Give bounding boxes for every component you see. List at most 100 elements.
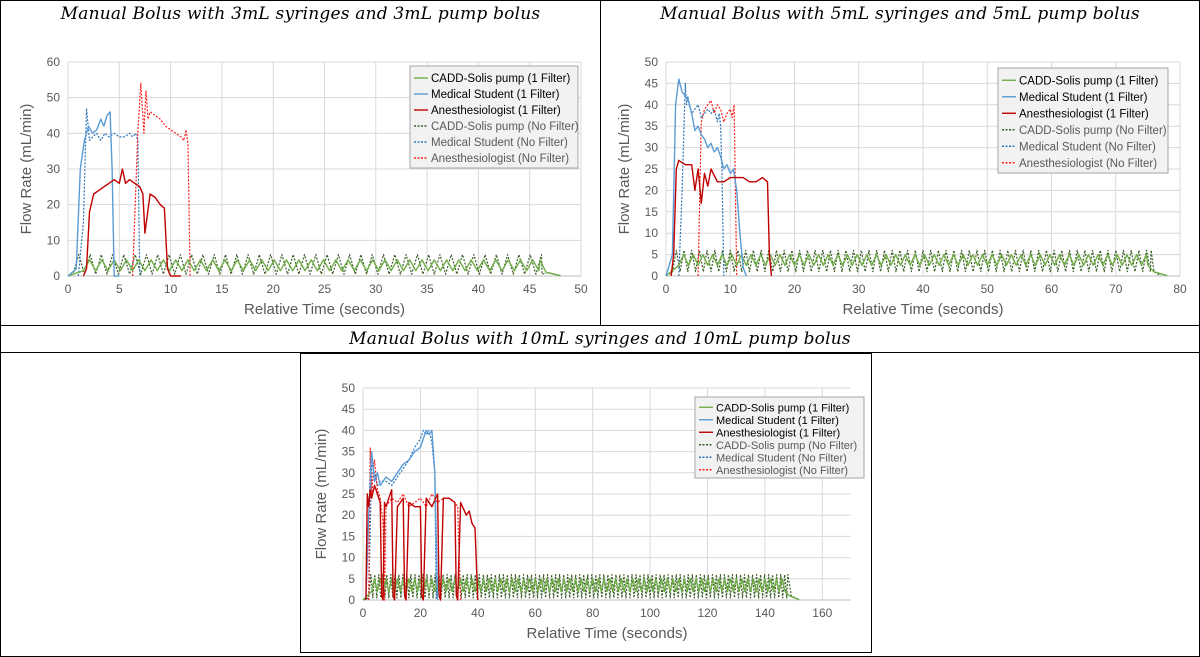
y-axis-label: Flow Rate (mL/min) bbox=[313, 429, 330, 560]
chart-10ml-box: 0 20 40 60 80 100 120 140 160 0 5 10 15 20 25 30 35 40 45 5… bbox=[300, 353, 872, 653]
y-tick-label: 20 bbox=[342, 508, 356, 522]
x-tick-label: 80 bbox=[1173, 282, 1187, 296]
x-tick-label: 30 bbox=[852, 282, 866, 296]
x-tick-label: 20 bbox=[414, 606, 428, 620]
x-tick-label: 0 bbox=[360, 606, 367, 620]
y-tick-label: 40 bbox=[645, 98, 659, 112]
x-tick-label: 40 bbox=[471, 606, 485, 620]
x-tick-label: 40 bbox=[472, 282, 486, 296]
y-tick-label: 50 bbox=[47, 91, 61, 105]
x-tick-label: 70 bbox=[1109, 282, 1123, 296]
y-tick-label: 15 bbox=[342, 529, 356, 543]
x-axis-label: Relative Time (seconds) bbox=[843, 301, 1004, 318]
x-tick-label: 160 bbox=[812, 606, 832, 620]
legend-label: Medical Student (No Filter) bbox=[716, 452, 847, 464]
series-line bbox=[82, 168, 181, 277]
y-tick-label: 25 bbox=[342, 487, 356, 501]
y-tick-label: 10 bbox=[342, 551, 356, 565]
legend-label: Medical Student (No Filter) bbox=[431, 137, 568, 149]
series-line bbox=[132, 82, 191, 277]
y-tick-label: 30 bbox=[645, 141, 659, 155]
series-line bbox=[365, 484, 479, 601]
y-tick-label: 25 bbox=[645, 162, 659, 176]
x-tick-label: 100 bbox=[640, 606, 660, 620]
y-tick-label: 30 bbox=[47, 162, 61, 176]
series-line bbox=[368, 429, 437, 601]
legend-box bbox=[997, 67, 1169, 174]
series-line bbox=[665, 78, 747, 277]
y-tick-label: 40 bbox=[342, 423, 356, 437]
y-tick-label: 5 bbox=[348, 572, 355, 586]
chart-5ml-box: 0 10 20 30 40 50 60 70 80 0 5 10 15 20 25 30 35 40 45 50 Rel… bbox=[602, 26, 1198, 324]
chart-3ml-box: 0 5 10 15 20 25 30 35 40 45 50 0 10 20 30 40 50 60 Relativ… bbox=[2, 26, 598, 324]
panel-top-left: Manual Bolus with 3mL syringes and 3mL p… bbox=[0, 0, 601, 326]
y-tick-label: 45 bbox=[645, 76, 659, 90]
chart-10ml: 0 20 40 60 80 100 120 140 160 0 5 10 15 20 25 30 35 40 45 5… bbox=[313, 381, 865, 642]
chart-title: Manual Bolus with 3mL syringes and 3mL p… bbox=[60, 4, 541, 24]
x-tick-label: 0 bbox=[65, 282, 72, 296]
y-tick-label: 50 bbox=[342, 381, 356, 395]
x-tick-label: 30 bbox=[369, 282, 383, 296]
x-axis-label: Relative Time (seconds) bbox=[527, 625, 688, 642]
x-tick-label: 0 bbox=[663, 282, 670, 296]
panel-top-right: Manual Bolus with 5mL syringes and 5mL p… bbox=[600, 0, 1200, 326]
y-tick-label: 45 bbox=[342, 402, 356, 416]
legend-label: CADD-Solis pump (1 Filter) bbox=[716, 402, 849, 414]
series-line bbox=[670, 159, 773, 277]
series-line bbox=[665, 249, 1162, 277]
chart-title: Manual Bolus with 5mL syringes and 5mL p… bbox=[660, 4, 1140, 24]
y-tick-label: 35 bbox=[645, 119, 659, 133]
panel-bottom: Manual Bolus with 10mL syringes and 10mL… bbox=[0, 325, 1200, 353]
legend-label: Anesthesiologist (No Filter) bbox=[716, 465, 848, 477]
legend-label: Anesthesiologist (1 Filter) bbox=[716, 427, 840, 439]
x-tick-label: 80 bbox=[586, 606, 600, 620]
y-tick-label: 40 bbox=[47, 126, 61, 140]
legend-label: CADD-Solis pump (1 Filter) bbox=[1019, 75, 1158, 87]
legend-label: Anesthesiologist (No Filter) bbox=[1019, 158, 1157, 170]
y-tick-label: 20 bbox=[47, 198, 61, 212]
x-tick-label: 25 bbox=[318, 282, 332, 296]
legend-label: Medical Student (No Filter) bbox=[1019, 141, 1156, 153]
y-tick-label: 0 bbox=[53, 269, 60, 283]
y-tick-label: 10 bbox=[645, 226, 659, 240]
y-tick-label: 5 bbox=[651, 248, 658, 262]
y-tick-label: 60 bbox=[47, 55, 61, 69]
series-line bbox=[665, 253, 1168, 277]
series-line bbox=[365, 429, 439, 601]
y-tick-label: 20 bbox=[645, 183, 659, 197]
legend-label: Medical Student (1 Filter) bbox=[716, 415, 839, 427]
series-line bbox=[678, 82, 725, 277]
legend-label: Medical Student (1 Filter) bbox=[1019, 92, 1148, 104]
x-tick-label: 60 bbox=[1045, 282, 1059, 296]
legend-label: CADD-Solis pump (1 Filter) bbox=[431, 73, 570, 85]
legend-label: Anesthesiologist (No Filter) bbox=[431, 153, 569, 165]
y-tick-label: 0 bbox=[348, 593, 355, 607]
chart-5ml: 0 10 20 30 40 50 60 70 80 0 5 10 15 20 25 30 35 40 45 50 Rel… bbox=[616, 55, 1187, 318]
x-tick-label: 20 bbox=[267, 282, 281, 296]
legend-box bbox=[409, 65, 579, 169]
legend-label: Medical Student (1 Filter) bbox=[431, 89, 560, 101]
x-tick-label: 50 bbox=[574, 282, 588, 296]
x-axis-label: Relative Time (seconds) bbox=[244, 301, 405, 318]
y-tick-label: 50 bbox=[645, 55, 659, 69]
legend-label: Anesthesiologist (1 Filter) bbox=[1019, 108, 1149, 120]
y-tick-label: 10 bbox=[47, 233, 61, 247]
legend-label: CADD-Solis pump (No Filter) bbox=[1019, 125, 1167, 137]
x-tick-label: 45 bbox=[523, 282, 537, 296]
x-tick-label: 10 bbox=[724, 282, 738, 296]
x-tick-label: 10 bbox=[164, 282, 178, 296]
series-line bbox=[67, 259, 561, 277]
series-line bbox=[697, 99, 738, 277]
y-tick-label: 35 bbox=[342, 445, 356, 459]
chart-3ml: 0 5 10 15 20 25 30 35 40 45 50 0 10 20 30 40 50 60 Relativ… bbox=[18, 55, 588, 318]
series-line bbox=[67, 111, 120, 277]
x-tick-label: 50 bbox=[981, 282, 995, 296]
x-tick-label: 140 bbox=[755, 606, 775, 620]
legend-label: Anesthesiologist (1 Filter) bbox=[431, 105, 561, 117]
x-tick-label: 20 bbox=[788, 282, 802, 296]
legend-label: CADD-Solis pump (No Filter) bbox=[431, 121, 579, 133]
x-tick-label: 15 bbox=[215, 282, 229, 296]
chart-title: Manual Bolus with 10mL syringes and 10mL… bbox=[349, 329, 851, 349]
x-tick-label: 5 bbox=[116, 282, 123, 296]
x-tick-label: 60 bbox=[529, 606, 543, 620]
